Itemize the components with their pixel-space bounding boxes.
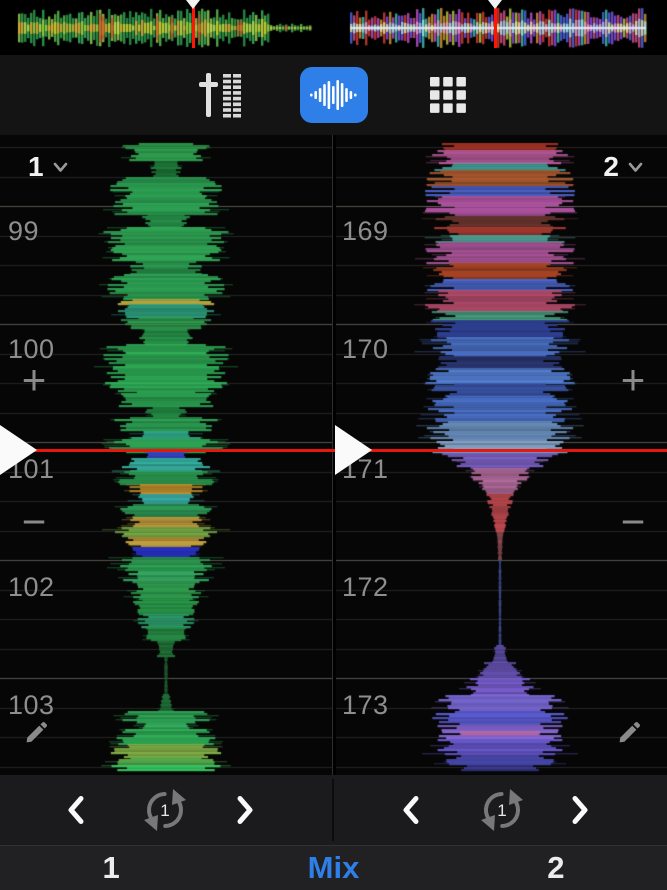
- bottom-tab-bar: 1 Mix 2: [0, 845, 667, 890]
- deck1-bar-label: 99: [8, 216, 40, 246]
- overview-waveforms-canvas: [0, 0, 667, 55]
- deck2-bar-label: 172: [342, 572, 389, 602]
- track-overview-section: [0, 0, 667, 55]
- deck2-zoom-in-button[interactable]: +: [613, 357, 653, 403]
- deck1-step-forward-button[interactable]: [219, 780, 271, 840]
- deck1-edit-beatgrid-button[interactable]: [16, 711, 58, 753]
- deck2-transport: 1: [334, 775, 667, 845]
- transport-divider: [332, 779, 334, 841]
- deck1-playhead-marker-icon: [0, 425, 37, 475]
- view-switcher-toolbar: [0, 55, 667, 135]
- pencil-icon: [26, 721, 48, 743]
- deck2-bar-label: 170: [342, 334, 389, 364]
- chevron-left-icon: [403, 796, 418, 824]
- grid-view-button[interactable]: [414, 67, 482, 123]
- deck1-overview-strip[interactable]: [18, 4, 310, 52]
- pencil-icon: [619, 721, 641, 743]
- deck2-overview-playhead-marker-icon: [487, 0, 502, 9]
- chevron-left-icon: [68, 796, 83, 824]
- deck2-step-back-button[interactable]: [384, 780, 436, 840]
- deck1-number-label: 1: [28, 151, 44, 182]
- deck1-overview-playhead: [185, 0, 200, 52]
- deck2-loop-button[interactable]: 1: [476, 780, 528, 840]
- waveform-icon: [309, 80, 357, 110]
- deck1-overview-playhead-marker-icon: [185, 0, 200, 9]
- chevron-right-icon: [237, 796, 252, 824]
- deck2-overview-playhead-line: [493, 2, 497, 48]
- deck1-overview-playhead-line: [191, 2, 195, 48]
- tab-deck2[interactable]: 2: [445, 846, 667, 890]
- deck1-zoom-out-button[interactable]: −: [14, 499, 54, 545]
- chevron-down-icon: [53, 162, 67, 172]
- deck2-bar-label: 169: [342, 216, 389, 246]
- deck2-selector[interactable]: 2: [603, 151, 643, 183]
- deck2-number-label: 2: [603, 151, 619, 182]
- deck2-overview-playhead: [487, 0, 502, 52]
- deck1-bar-label: 103: [8, 690, 55, 720]
- tab-mix[interactable]: Mix: [222, 846, 444, 890]
- deck1-step-back-button[interactable]: [49, 780, 101, 840]
- deck1-zoom-in-button[interactable]: +: [14, 357, 54, 403]
- chevron-right-icon: [572, 796, 587, 824]
- deck1-bar-label: 100: [8, 334, 55, 364]
- deck-divider: [332, 135, 336, 775]
- deck1-transport: 1: [0, 775, 333, 845]
- loop-icon: [144, 789, 186, 831]
- tab-deck1[interactable]: 1: [0, 846, 222, 890]
- grid-icon: [429, 77, 466, 113]
- deck2-loop-length-label: 1: [497, 801, 507, 821]
- deck2-bar-label: 173: [342, 690, 389, 720]
- deck-waveforms-area: 1 2 99 100 101 102 103 169 170 171 172 1…: [0, 135, 667, 775]
- transport-bar: 1: [0, 775, 667, 845]
- waveform-view-button[interactable]: [299, 67, 368, 123]
- mixer-view-button[interactable]: [186, 67, 254, 123]
- deck1-loop-length-label: 1: [160, 801, 170, 821]
- deck1-bar-label: 102: [8, 572, 55, 602]
- deck2-overview-strip[interactable]: [350, 4, 646, 52]
- playhead-line: [0, 449, 667, 452]
- deck1-loop-button[interactable]: 1: [139, 780, 191, 840]
- deck1-selector[interactable]: 1: [28, 151, 68, 183]
- deck2-zoom-out-button[interactable]: −: [613, 499, 653, 545]
- deck2-step-forward-button[interactable]: [554, 780, 606, 840]
- mixer-sliders-icon: [198, 73, 241, 118]
- deck2-edit-beatgrid-button[interactable]: [609, 711, 651, 753]
- loop-icon: [481, 789, 523, 831]
- deck2-playhead-marker-icon: [335, 425, 372, 475]
- chevron-down-icon: [628, 162, 643, 172]
